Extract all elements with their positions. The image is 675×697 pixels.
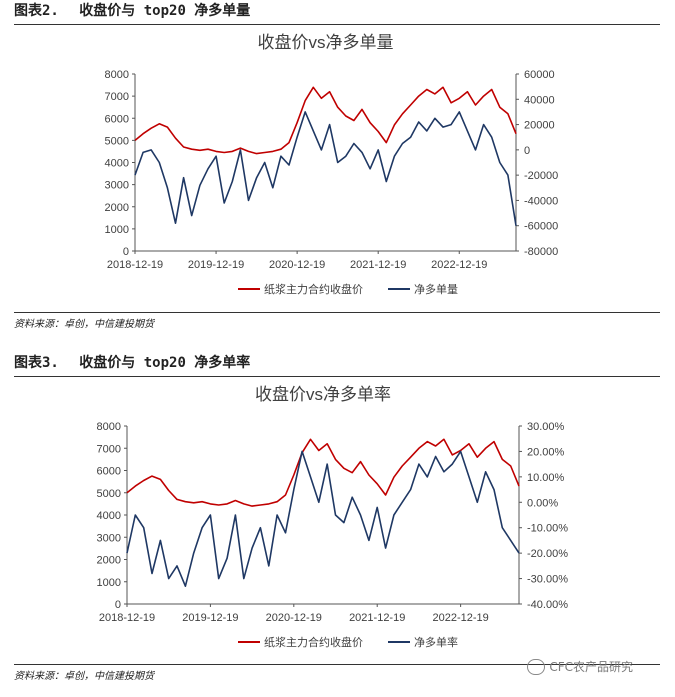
right-tick-label: -60000 xyxy=(524,221,558,233)
right-tick-label: -20000 xyxy=(524,170,558,182)
left-tick-label: 2000 xyxy=(105,202,129,214)
legend-label-0: 纸浆主力合约收盘价 xyxy=(264,635,363,649)
series-line-price xyxy=(134,86,517,155)
figure-2-source: 资料来源：卓创，中信建投期货 xyxy=(14,312,660,330)
right-tick-label: 20.00% xyxy=(527,446,565,458)
right-tick-label: 60000 xyxy=(524,69,555,81)
left-tick-label: 6000 xyxy=(105,113,129,125)
x-tick-label: 2019-12-19 xyxy=(188,259,244,271)
right-tick-label: 20000 xyxy=(524,120,555,132)
left-tick-label: 6000 xyxy=(97,466,121,478)
x-tick-label: 2021-12-19 xyxy=(349,612,405,624)
left-tick-label: 4000 xyxy=(97,510,121,522)
right-tick-label: 0 xyxy=(524,145,530,157)
chart-title: 收盘价vs净多单率 xyxy=(255,385,391,404)
right-tick-label: -40000 xyxy=(524,195,558,207)
x-tick-label: 2021-12-19 xyxy=(350,259,406,271)
legend-label-1: 净多单量 xyxy=(414,282,458,296)
figure-2: 图表2. 收盘价与 top20 净多单量 收盘价vs净多单量 0 1000 2000 3… xyxy=(0,0,675,340)
x-tick-label: 2020-12-19 xyxy=(269,259,325,271)
x-tick-label: 2018-12-19 xyxy=(107,259,163,271)
left-tick-label: 1000 xyxy=(97,577,121,589)
x-tick-label: 2020-12-19 xyxy=(266,612,322,624)
x-tick-label: 2022-12-19 xyxy=(432,612,488,624)
figure-2-header: 图表2. 收盘价与 top20 净多单量 xyxy=(14,0,660,25)
wechat-icon xyxy=(527,658,546,675)
left-tick-label: 0 xyxy=(115,599,121,611)
right-tick-label: -10.00% xyxy=(527,523,568,535)
figure-2-label: 图表2. xyxy=(14,3,59,19)
right-tick-label: -20.00% xyxy=(527,548,568,560)
left-tick-label: 0 xyxy=(123,246,129,258)
left-tick-label: 8000 xyxy=(97,421,121,433)
right-tick-label: 0.00% xyxy=(527,497,558,509)
right-tick-label: -30.00% xyxy=(527,574,568,586)
x-tick-label: 2022-12-19 xyxy=(431,259,487,271)
watermark-text: CFC农产品研究 xyxy=(549,660,633,674)
left-tick-label: 2000 xyxy=(97,555,121,567)
x-tick-label: 2018-12-19 xyxy=(99,612,155,624)
left-tick-label: 7000 xyxy=(105,91,129,103)
right-tick-label: -80000 xyxy=(524,246,558,258)
figure-3: 图表3. 收盘价与 top20 净多单率 收盘价vs净多单率 0 1000 2000 3… xyxy=(0,352,675,697)
left-tick-label: 5000 xyxy=(105,135,129,147)
figure-2-heading: 收盘价与 top20 净多单量 xyxy=(79,3,251,19)
series-line-price xyxy=(126,438,520,507)
series-line-net-long xyxy=(126,450,520,587)
right-tick-label: 30.00% xyxy=(527,421,565,433)
series-line-net-long xyxy=(134,111,517,226)
right-tick-label: 10.00% xyxy=(527,472,565,484)
figure-3-header: 图表3. 收盘价与 top20 净多单率 xyxy=(14,352,660,377)
x-tick-label: 2019-12-19 xyxy=(182,612,238,624)
left-tick-label: 3000 xyxy=(105,180,129,192)
legend-label-1: 净多单率 xyxy=(414,635,458,649)
figure-3-label: 图表3. xyxy=(14,355,59,371)
left-tick-label: 8000 xyxy=(105,69,129,81)
chart-3: 收盘价vs净多单率 0 1000 2000 3000 4000 5000 6000 7000 80… xyxy=(97,385,569,649)
figure-3-heading: 收盘价与 top20 净多单率 xyxy=(79,355,251,371)
left-tick-label: 4000 xyxy=(105,158,129,170)
left-tick-label: 7000 xyxy=(97,443,121,455)
left-tick-label: 5000 xyxy=(97,488,121,500)
left-tick-label: 3000 xyxy=(97,532,121,544)
chart-2: 收盘价vs净多单量 0 1000 2000 3000 4000 5000 6000 7000 80… xyxy=(105,33,559,296)
figure-3-source: 资料来源：卓创，中信建投期货 xyxy=(14,664,660,682)
watermark: CFC农产品研究 xyxy=(527,658,633,675)
chart-title: 收盘价vs净多单量 xyxy=(258,33,394,52)
legend-label-0: 纸浆主力合约收盘价 xyxy=(264,282,363,296)
left-tick-label: 1000 xyxy=(105,224,129,236)
right-tick-label: -40.00% xyxy=(527,599,568,611)
right-tick-label: 40000 xyxy=(524,94,555,106)
